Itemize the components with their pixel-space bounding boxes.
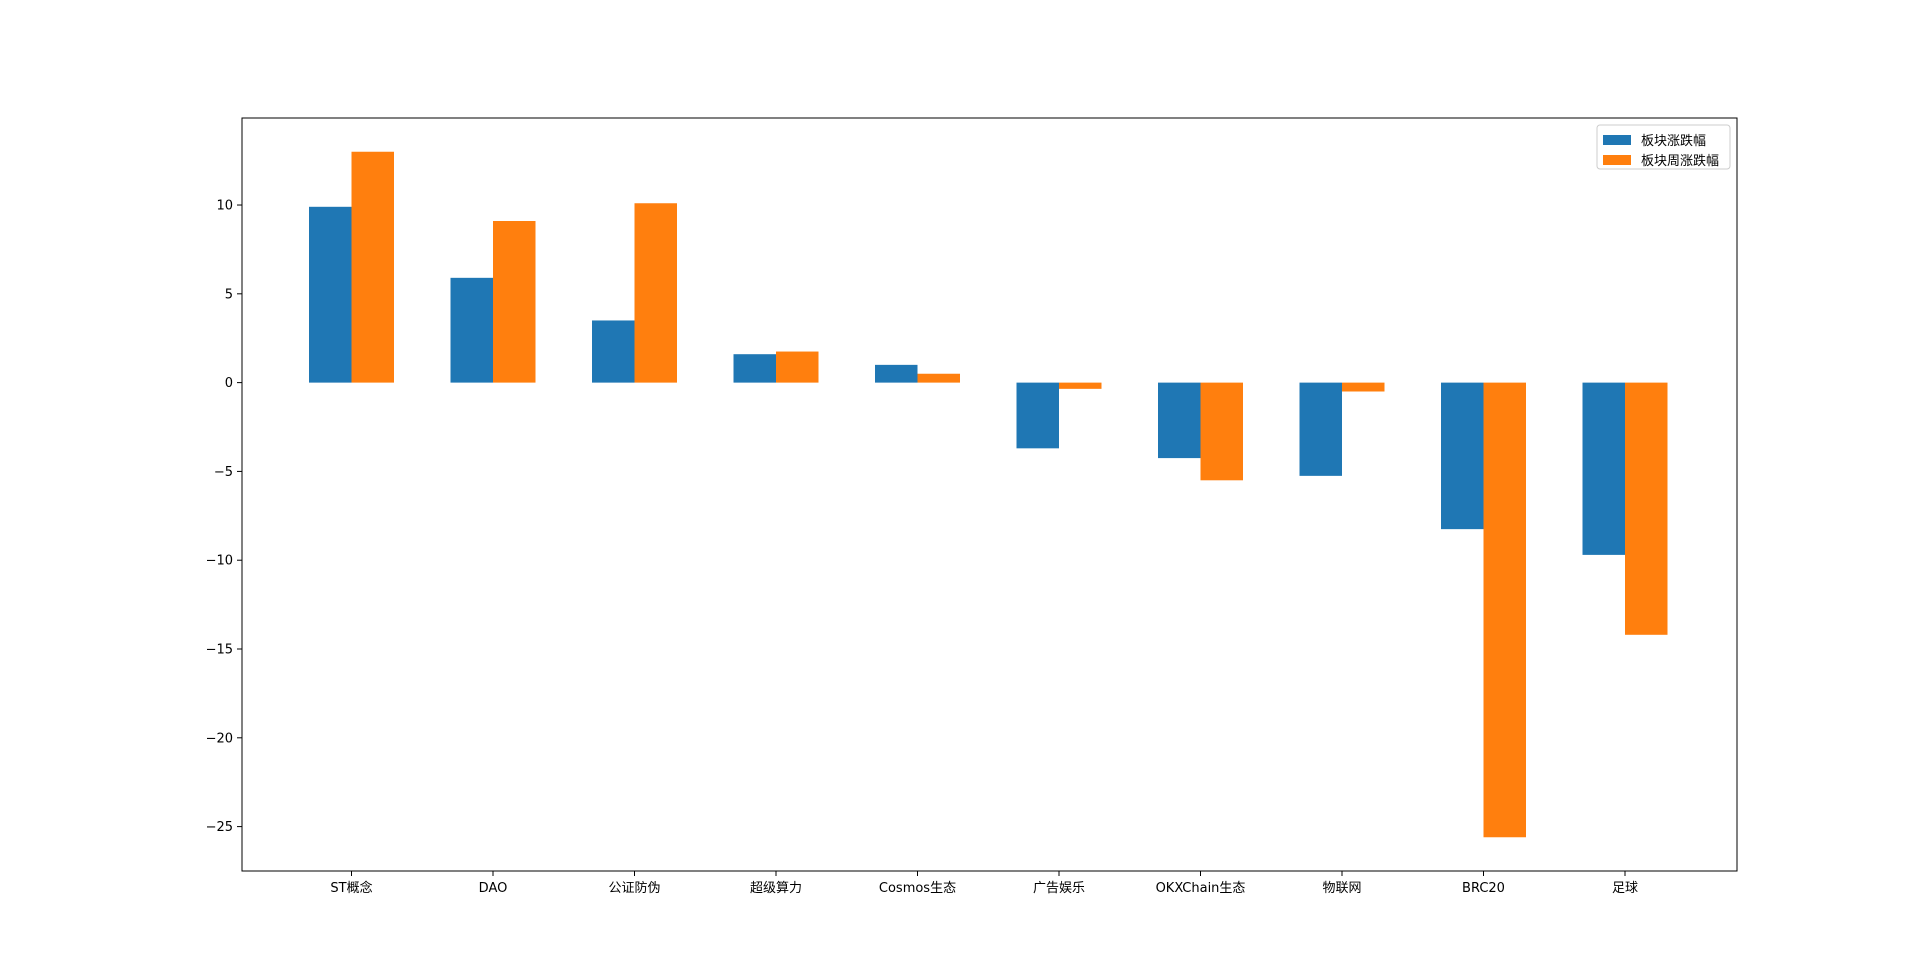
bar-weekly-2 xyxy=(634,203,677,383)
y-tick-label: 0 xyxy=(225,376,233,391)
bar-daily-1 xyxy=(450,277,493,383)
x-axis: ST概念 DAO 公证防伪 超级算力 Cosmos生态 广告娱乐 OKXChain生态 物联网… xyxy=(330,871,1638,896)
bar-daily-0 xyxy=(309,206,352,383)
x-tick-label: DAO xyxy=(479,881,508,896)
bar-daily-4 xyxy=(875,364,918,383)
bar-daily-2 xyxy=(592,320,635,383)
legend-label-daily: 板块涨跌幅 xyxy=(1641,133,1706,149)
y-tick-label: 5 xyxy=(225,287,233,302)
y-tick-label: −15 xyxy=(206,643,233,658)
x-tick-label: ST概念 xyxy=(330,880,372,896)
bar-daily-7 xyxy=(1299,382,1342,476)
bar-daily-8 xyxy=(1441,382,1484,530)
plot-frame xyxy=(241,117,1738,872)
bar-weekly-9 xyxy=(1625,382,1668,635)
y-tick-label: −10 xyxy=(206,554,233,569)
x-tick-label: BRC20 xyxy=(1462,881,1505,896)
bar-weekly-0 xyxy=(351,151,394,383)
bar-weekly-3 xyxy=(776,351,819,383)
bar-daily-9 xyxy=(1582,382,1625,555)
y-tick-label: −20 xyxy=(206,731,233,746)
bar-weekly-4 xyxy=(917,373,960,383)
bar-weekly-5 xyxy=(1059,382,1102,389)
x-tick-label: Cosmos生态 xyxy=(879,881,956,896)
x-tick-label: 足球 xyxy=(1612,881,1638,896)
bar-weekly-7 xyxy=(1342,382,1385,392)
bar-weekly-1 xyxy=(493,221,536,383)
y-axis: 10 5 0 −5 −10 −15 −20 −25 xyxy=(206,199,242,835)
bar-weekly-8 xyxy=(1483,382,1526,838)
x-tick-label: 广告娱乐 xyxy=(1033,881,1085,896)
bar-weekly-6 xyxy=(1200,382,1243,481)
y-tick-label: 10 xyxy=(216,199,233,214)
x-tick-label: 物联网 xyxy=(1322,881,1361,896)
legend-label-weekly: 板块周涨跌幅 xyxy=(1641,153,1719,169)
bar-daily-6 xyxy=(1158,382,1201,459)
legend-swatch-daily xyxy=(1603,135,1631,145)
x-tick-label: OKXChain生态 xyxy=(1156,881,1246,896)
y-tick-label: −5 xyxy=(214,465,233,480)
x-tick-label: 公证防伪 xyxy=(608,880,660,896)
x-tick-label: 超级算力 xyxy=(750,881,802,896)
bars-layer xyxy=(309,151,1668,838)
bar-daily-3 xyxy=(733,354,776,383)
legend-swatch-weekly xyxy=(1603,155,1631,165)
bar-daily-5 xyxy=(1016,382,1059,449)
y-tick-label: −25 xyxy=(206,820,233,835)
